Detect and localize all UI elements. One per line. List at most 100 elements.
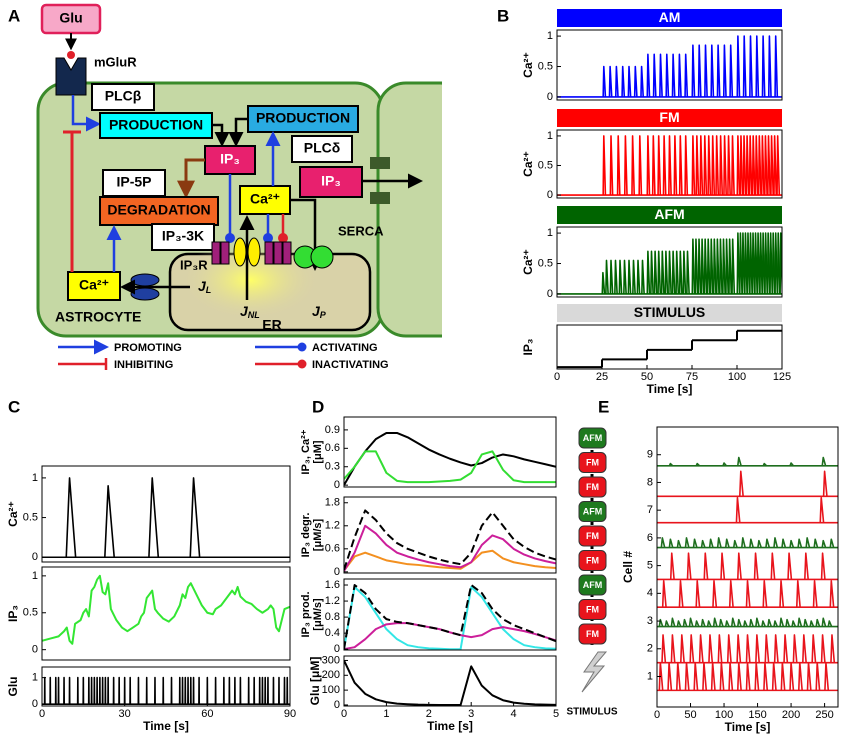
series-line (344, 622, 556, 650)
spike (749, 35, 753, 97)
chart-title: AM (659, 9, 681, 25)
spike (609, 135, 614, 196)
spike (820, 634, 826, 663)
arrow (290, 198, 323, 271)
legend-label: INHIBITING (114, 359, 173, 371)
x-tick-label: 90 (284, 708, 296, 720)
spike (763, 661, 769, 691)
y-tick-label: 0 (547, 91, 553, 103)
spike (618, 259, 623, 294)
box (291, 135, 353, 163)
y-tick-label: 0.3 (325, 461, 340, 473)
chart-title: STIMULUS (634, 304, 706, 320)
dot (278, 233, 288, 243)
spike (684, 135, 689, 196)
spike (668, 462, 674, 467)
plot-area (344, 431, 556, 486)
y-axis-label: Ca²⁺ (521, 52, 535, 78)
spike (688, 617, 694, 627)
y-tick-label: 1 (547, 30, 553, 42)
dot (263, 233, 273, 243)
receptor (55, 57, 87, 96)
spike (668, 538, 674, 548)
spike (819, 496, 825, 523)
legend-label: INACTIVATING (312, 359, 389, 371)
spike (755, 35, 760, 97)
arrow (212, 123, 230, 147)
spike (679, 634, 685, 663)
y-axis-label: IP₃ degr. (300, 513, 312, 558)
spike (815, 618, 821, 627)
y-tick-label: 4 (647, 587, 653, 599)
arrow (177, 158, 205, 199)
spike (653, 250, 658, 294)
plot-area (42, 477, 290, 559)
spike (802, 634, 807, 663)
y-axis-label: [μM/s] (312, 598, 324, 631)
spike (806, 661, 812, 691)
spike (724, 620, 730, 627)
y-tick-label: 200 (322, 669, 340, 681)
spike (736, 135, 741, 196)
spike (829, 580, 835, 608)
spike (719, 661, 725, 691)
spike (757, 539, 763, 548)
spike (766, 232, 771, 294)
spike (761, 232, 766, 294)
spike (675, 661, 681, 691)
spike (722, 238, 726, 294)
y-tick-label: 1 (647, 670, 653, 682)
spike (791, 620, 797, 627)
plot-frame (556, 29, 783, 101)
spike (104, 485, 115, 558)
spike (779, 617, 785, 627)
spike (189, 477, 201, 558)
spike (730, 617, 736, 627)
arrow (71, 95, 101, 132)
spike (745, 135, 750, 196)
spike (773, 634, 779, 663)
spike (651, 135, 656, 196)
plot-frame (656, 426, 839, 708)
spike (627, 259, 632, 294)
spike (773, 537, 779, 548)
spike (767, 135, 771, 196)
spike (601, 271, 606, 295)
spike (770, 135, 774, 196)
plot-frame (41, 566, 291, 661)
y-axis-label: Glu [μM] (308, 657, 322, 706)
leak-channel (130, 287, 160, 301)
box (204, 145, 256, 175)
spike (691, 238, 696, 294)
label: IP-5P (116, 174, 151, 190)
spike (636, 259, 641, 294)
x-axis-label: Time [s] (427, 719, 473, 733)
plot-frame (556, 129, 783, 199)
spike (720, 552, 726, 580)
box (102, 169, 166, 197)
plot-area (657, 456, 838, 692)
spike (736, 618, 742, 627)
label: ER (262, 317, 281, 333)
cell-node (578, 476, 607, 498)
spike (771, 661, 777, 691)
spike (684, 537, 690, 548)
y-tick-label: 0.5 (23, 511, 38, 523)
spike (671, 250, 676, 294)
series-line (344, 549, 556, 572)
y-tick-label: 0.5 (538, 60, 553, 72)
spike (638, 135, 643, 196)
y-axis-label: IP₃ (521, 339, 535, 356)
spike (661, 580, 667, 608)
spike (728, 661, 734, 691)
spike (762, 580, 768, 608)
cell-node (578, 525, 607, 547)
y-tick-label: 0 (547, 189, 553, 201)
spike (789, 462, 795, 467)
spike (661, 634, 667, 663)
x-tick-label: 50 (641, 371, 653, 383)
spike (824, 661, 830, 691)
y-axis-label: IP₃ prod. (300, 591, 312, 637)
spike (711, 135, 716, 196)
spike (691, 44, 696, 97)
